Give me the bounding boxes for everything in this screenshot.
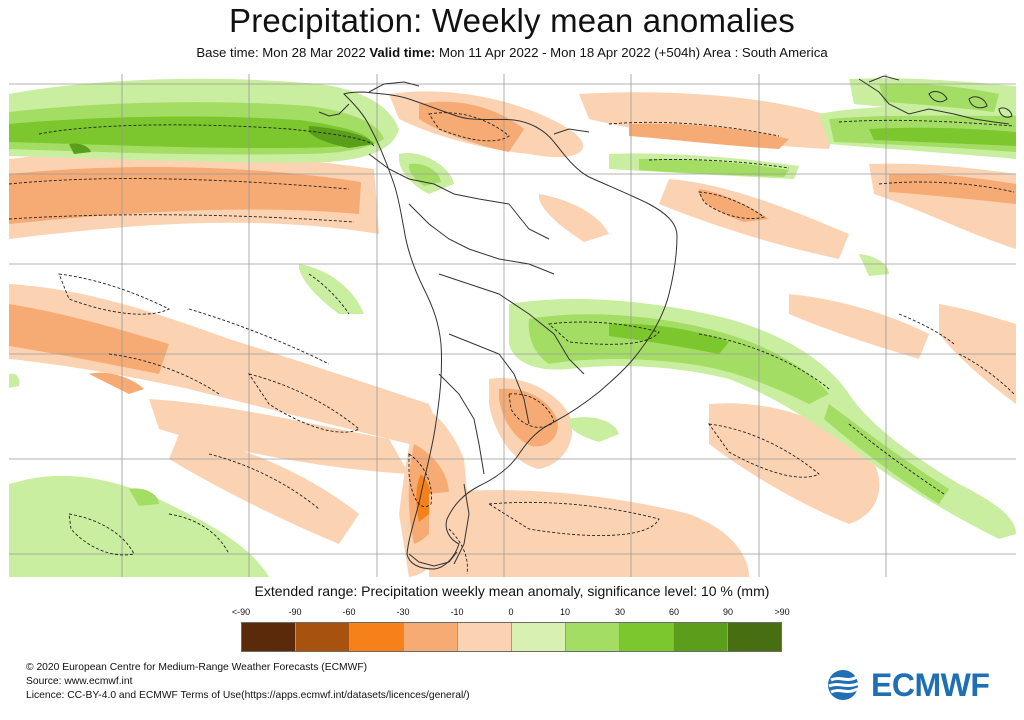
legend-swatch bbox=[458, 623, 512, 651]
footer: © 2020 European Centre for Medium-Range … bbox=[26, 661, 470, 703]
coastlines bbox=[318, 75, 1013, 570]
subtitle: Base time: Mon 28 Mar 2022 Valid time: M… bbox=[0, 45, 1024, 60]
legend-swatch bbox=[242, 623, 296, 651]
legend-tick: 60 bbox=[668, 607, 680, 617]
licence-text: Licence: CC-BY-4.0 and ECMWF Terms of Us… bbox=[26, 690, 470, 701]
copyright-text: © 2020 European Centre for Medium-Range … bbox=[26, 662, 368, 673]
legend-swatch bbox=[350, 623, 404, 651]
legend-tick-labels: <-90 -90 -60 -30 -10 0 10 30 60 90 >90 bbox=[0, 607, 1024, 621]
anomaly-map bbox=[9, 74, 1016, 577]
legend-swatch bbox=[404, 623, 458, 651]
base-time-label: Base time: bbox=[196, 45, 259, 60]
legend-swatch bbox=[674, 623, 728, 651]
legend-tick: 90 bbox=[722, 607, 734, 617]
legend-tick: -90 bbox=[288, 607, 302, 617]
legend-tick: >90 bbox=[774, 607, 790, 617]
area-label: Area : bbox=[703, 45, 739, 60]
legend-tick: 30 bbox=[614, 607, 626, 617]
map-svg bbox=[9, 74, 1016, 577]
logo-text: ECMWF bbox=[871, 667, 990, 703]
valid-time-label: Valid time: bbox=[369, 45, 436, 60]
legend-title: Extended range: Precipitation weekly mea… bbox=[254, 583, 770, 599]
legend-tick: -10 bbox=[450, 607, 464, 617]
area: South America bbox=[741, 45, 828, 60]
legend-tick: 0 bbox=[508, 607, 514, 617]
legend-swatch bbox=[566, 623, 620, 651]
legend-swatch bbox=[512, 623, 566, 651]
legend-colorbar bbox=[241, 622, 782, 652]
legend-swatch bbox=[296, 623, 350, 651]
ecmwf-logo: ECMWF bbox=[827, 668, 997, 702]
legend-swatch bbox=[620, 623, 674, 651]
legend-tick: -30 bbox=[396, 607, 410, 617]
source-text: Source: www.ecmwf.int bbox=[26, 676, 133, 687]
base-time: Mon 28 Mar 2022 bbox=[262, 45, 366, 60]
legend-tick: <-90 bbox=[231, 607, 251, 617]
significance-contours bbox=[9, 112, 1015, 575]
legend-swatch bbox=[728, 623, 781, 651]
valid-time: Mon 11 Apr 2022 - Mon 18 Apr 2022 (+504h… bbox=[438, 45, 701, 60]
legend-tick: 10 bbox=[559, 607, 571, 617]
page-title: Precipitation: Weekly mean anomalies bbox=[228, 2, 796, 39]
graticule bbox=[9, 74, 1016, 577]
positive-anomaly-areas bbox=[9, 78, 1016, 577]
legend-tick: -60 bbox=[342, 607, 356, 617]
ecmwf-swirl-icon bbox=[828, 670, 867, 700]
